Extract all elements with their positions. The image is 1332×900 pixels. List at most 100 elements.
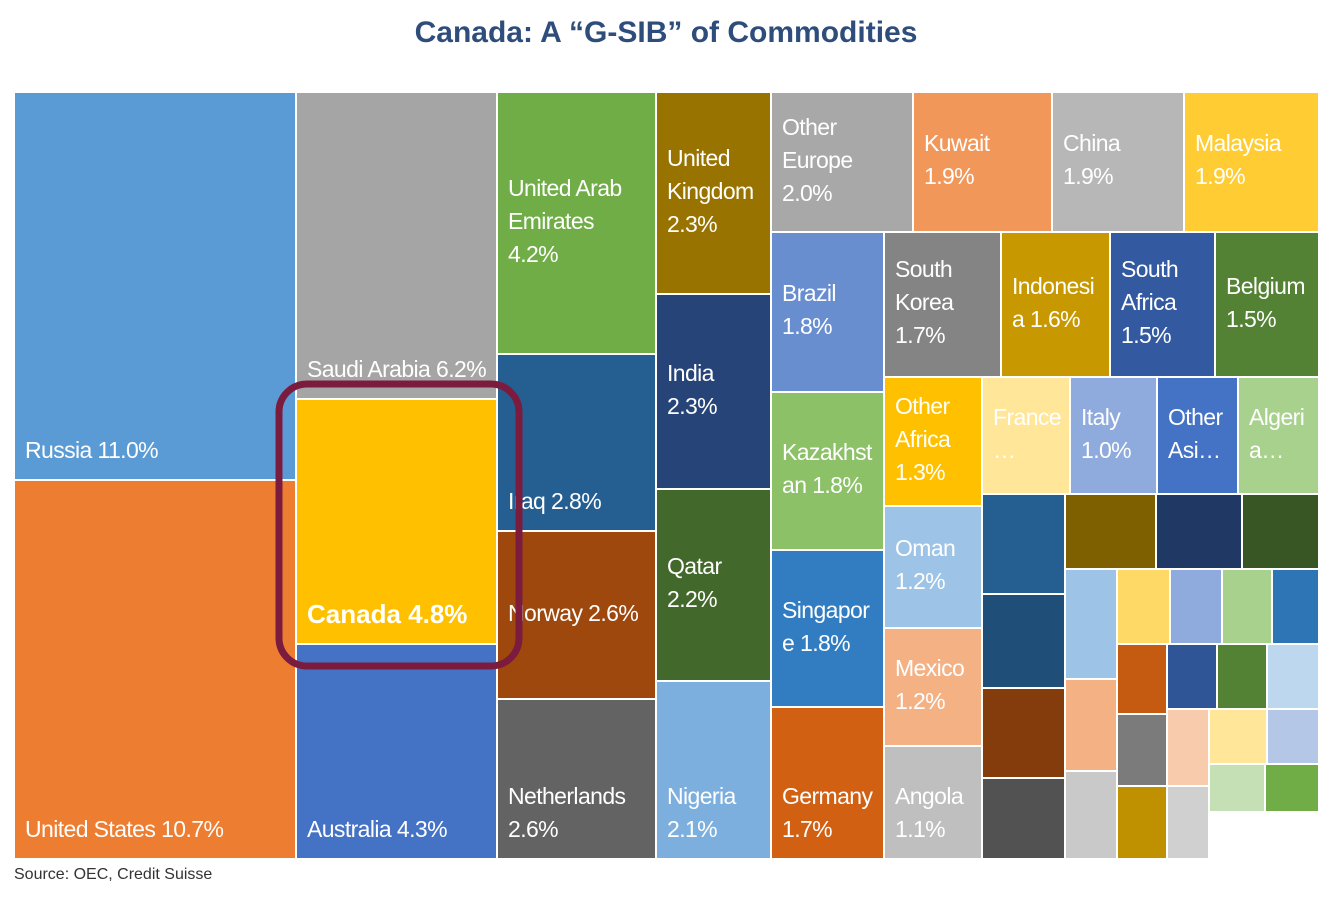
category-name: Other Asi… xyxy=(1168,403,1223,463)
treemap-cell: Canada 4.8% xyxy=(297,400,496,643)
value-label: 2.6% xyxy=(508,816,559,842)
value-label: 2.8% xyxy=(551,488,602,514)
cell-label: Mexico 1.2% xyxy=(895,652,973,718)
treemap-cell: Italy 1.0% xyxy=(1071,378,1156,493)
treemap-cell: Malaysia 1.9% xyxy=(1185,93,1318,231)
value-label: 2.2% xyxy=(667,586,718,612)
value-label: 1.9% xyxy=(924,163,975,189)
value-label: 4.8% xyxy=(408,599,468,629)
cell-label: France… xyxy=(993,401,1062,467)
category-name: Iraq xyxy=(508,488,546,514)
value-label: 1.9% xyxy=(1195,163,1246,189)
value-label: 1.6% xyxy=(1030,305,1081,332)
value-label: 11.0% xyxy=(97,437,159,463)
category-name: China xyxy=(1063,130,1121,156)
cell-label: Singapore 1.8% xyxy=(782,594,875,660)
treemap-cell: South Africa 1.5% xyxy=(1111,233,1214,376)
cell-label: China 1.9% xyxy=(1063,127,1175,193)
cell-label: United Arab Emirates 4.2% xyxy=(508,172,647,271)
treemap-cell: Kuwait 1.9% xyxy=(914,93,1051,231)
category-name: India xyxy=(667,359,714,386)
category-name: Qatar xyxy=(667,553,722,579)
category-name: Other Europe xyxy=(782,113,853,173)
category-name: Kazakhstan xyxy=(782,439,872,498)
category-name: Brazil xyxy=(782,280,837,306)
treemap-cell: Algeria… xyxy=(1239,378,1318,493)
category-name: Kuwait xyxy=(924,130,990,156)
cell-label: Qatar 2.2% xyxy=(667,550,762,616)
treemap-cell xyxy=(1066,772,1116,858)
cell-label: Angola 1.1% xyxy=(895,780,973,846)
treemap-cell: South Korea 1.7% xyxy=(885,233,1000,376)
value-label: 2.0% xyxy=(782,179,833,206)
treemap-cell xyxy=(1210,765,1264,811)
category-name: Australia xyxy=(307,816,392,842)
treemap-cell: Kazakhstan 1.8% xyxy=(772,393,883,549)
treemap-cell xyxy=(1168,645,1216,708)
treemap-cell: Belgium 1.5% xyxy=(1216,233,1318,376)
treemap-cell xyxy=(1168,787,1208,858)
category-name: South Africa xyxy=(1121,256,1179,315)
treemap-cell: Qatar 2.2% xyxy=(657,490,770,680)
category-name: France… xyxy=(993,403,1062,463)
treemap-cell: Singapore 1.8% xyxy=(772,551,883,706)
cell-label: Malaysia 1.9% xyxy=(1195,127,1310,193)
cell-label: Nigeria 2.1% xyxy=(667,780,762,846)
category-name: Norway xyxy=(508,599,583,626)
value-label: 2.6% xyxy=(588,599,639,626)
treemap-cell xyxy=(1266,765,1318,811)
treemap-cell: United States 10.7% xyxy=(15,481,295,858)
value-label: 1.7% xyxy=(895,322,946,348)
treemap-cell xyxy=(1118,715,1166,785)
treemap-cell xyxy=(1118,570,1169,643)
treemap-cell: Other Asi… xyxy=(1158,378,1237,493)
cell-label: Belgium 1.5% xyxy=(1226,270,1310,336)
cell-label: Indonesia 1.6% xyxy=(1012,270,1101,336)
treemap-cell: United Arab Emirates 4.2% xyxy=(498,93,655,353)
treemap-cell: Saudi Arabia 6.2% xyxy=(297,93,496,398)
treemap-cell: Angola 1.1% xyxy=(885,747,981,858)
treemap-cell xyxy=(1066,495,1155,568)
cell-label: Germany 1.7% xyxy=(782,780,875,846)
treemap-cell xyxy=(1273,570,1318,643)
treemap-cell xyxy=(1118,645,1166,713)
cell-label: Australia 4.3% xyxy=(307,813,488,846)
cell-label: Other Africa 1.3% xyxy=(895,390,973,489)
category-name: Italy xyxy=(1081,403,1121,430)
treemap-cell: Other Europe 2.0% xyxy=(772,93,912,231)
treemap-cell: Brazil 1.8% xyxy=(772,233,883,391)
category-name: Belgium xyxy=(1226,272,1306,299)
category-name: Germany xyxy=(782,783,873,809)
category-name: Singapore xyxy=(782,596,870,656)
cell-label: Canada 4.8% xyxy=(307,598,488,631)
category-name: United States xyxy=(25,816,156,842)
cell-label: Norway 2.6% xyxy=(508,597,647,630)
treemap-cell: China 1.9% xyxy=(1053,93,1183,231)
cell-label: Oman 1.2% xyxy=(895,532,973,598)
treemap-cell xyxy=(1157,495,1241,568)
treemap-cell: Norway 2.6% xyxy=(498,532,655,698)
cell-label: India 2.3% xyxy=(667,357,762,423)
value-label: 4.3% xyxy=(396,816,448,842)
value-label: 1.0% xyxy=(1081,436,1132,463)
cell-label: United States 10.7% xyxy=(25,813,287,846)
source-note: Source: OEC, Credit Suisse xyxy=(14,866,213,883)
value-label: 1.7% xyxy=(782,816,833,842)
category-name: Nigeria xyxy=(667,783,736,809)
treemap-cell: India 2.3% xyxy=(657,295,770,488)
treemap-cell: Iraq 2.8% xyxy=(498,355,655,530)
value-label: 1.8% xyxy=(812,472,863,498)
treemap-cell: France… xyxy=(983,378,1069,493)
value-label: 1.3% xyxy=(895,459,946,485)
cell-label: Other Asi… xyxy=(1168,401,1229,467)
cell-label: Netherlands 2.6% xyxy=(508,780,647,846)
category-name: Other Africa xyxy=(895,393,951,452)
value-label: 1.2% xyxy=(895,568,946,594)
treemap-cell xyxy=(983,779,1064,858)
value-label: 1.1% xyxy=(895,816,946,842)
chart-title: Canada: A “G-SIB” of Commodities xyxy=(414,16,918,49)
value-label: 1.9% xyxy=(1063,163,1114,189)
cell-label: Italy 1.0% xyxy=(1081,401,1148,467)
category-name: Indonesia xyxy=(1012,272,1095,332)
